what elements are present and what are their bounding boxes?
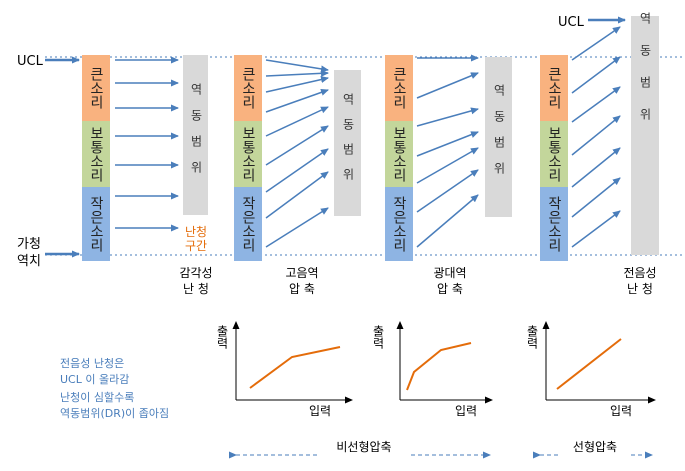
nonlinear-label: 비선형압축 bbox=[336, 440, 391, 454]
loud-label: 큰소리 bbox=[240, 67, 256, 109]
normal-segment bbox=[540, 121, 568, 187]
normal-segment bbox=[385, 121, 413, 187]
mapping-arrow bbox=[571, 56, 621, 94]
y-axis-label: 출력 bbox=[525, 325, 539, 349]
io-curve bbox=[249, 346, 341, 389]
ucl-label-right: UCL bbox=[558, 15, 585, 30]
mapping-arrow bbox=[571, 147, 621, 188]
soft-label: 작은소리 bbox=[546, 196, 562, 252]
panel-caption-line1: 전음성 bbox=[623, 266, 656, 280]
mapping-arrow bbox=[265, 171, 329, 219]
mapping-arrow bbox=[571, 177, 621, 218]
loud-label: 큰소리 bbox=[88, 67, 104, 109]
loud-label: 큰소리 bbox=[391, 67, 407, 109]
normal-label: 보통소리 bbox=[88, 126, 104, 182]
y-axis-label: 출력 bbox=[371, 325, 385, 349]
linear-label: 선형압축 bbox=[573, 440, 617, 454]
io-curve bbox=[406, 342, 472, 391]
panel-wide-compression: 큰소리 보통소리 작은소리 역동범위 광대역 압 축 bbox=[385, 54, 512, 296]
mapping-arrow bbox=[416, 147, 479, 184]
ucl-label-left: UCL bbox=[17, 54, 44, 69]
loud-segment bbox=[540, 55, 568, 121]
x-axis-label: 입력 bbox=[610, 404, 632, 418]
panel-caption-line2: 압 축 bbox=[437, 282, 463, 296]
normal-label: 보통소리 bbox=[391, 126, 407, 182]
panel-high-compression: 큰소리 보통소리 작은소리 역동범위 고음역 압 축 bbox=[234, 55, 361, 296]
threshold-label-line2: 역치 bbox=[17, 254, 41, 269]
io-curve bbox=[556, 338, 622, 390]
panel-caption-line1: 고음역 bbox=[285, 266, 318, 280]
panel-caption-line2: 난 청 bbox=[627, 282, 653, 296]
loud-segment bbox=[82, 55, 110, 121]
normal-label: 보통소리 bbox=[240, 126, 256, 182]
graph-nonlinear-2: 출력 입력 bbox=[371, 321, 493, 418]
dynamic-range-box bbox=[631, 16, 659, 255]
soft-segment bbox=[234, 187, 262, 261]
panel-caption-line2: 압 축 bbox=[289, 282, 315, 296]
mapping-arrow bbox=[265, 89, 329, 113]
loud-segment bbox=[385, 55, 413, 121]
mapping-arrow bbox=[265, 125, 329, 166]
mapping-arrow bbox=[265, 69, 329, 77]
mapping-arrow bbox=[416, 131, 479, 157]
panel-conductive: 큰소리 보통소리 작은소리 역동범위 전음성 난 청 bbox=[540, 12, 659, 296]
mapping-arrow bbox=[265, 106, 329, 137]
mapping-arrow bbox=[416, 194, 479, 248]
graph-nonlinear-1: 출력 입력 bbox=[215, 321, 353, 418]
loud-label: 큰소리 bbox=[546, 67, 562, 109]
x-axis-label: 입력 bbox=[309, 404, 331, 418]
panel-caption-line1: 감각성 bbox=[179, 266, 212, 280]
mapping-arrow bbox=[571, 115, 621, 156]
mapping-arrow bbox=[265, 59, 329, 73]
dynamic-range-box bbox=[334, 70, 361, 216]
soft-segment bbox=[385, 187, 413, 261]
mapping-arrow bbox=[571, 210, 621, 248]
mapping-arrow bbox=[571, 26, 621, 61]
mapping-arrow bbox=[416, 72, 479, 99]
dynamic-range-label: 역동범위 bbox=[638, 12, 652, 140]
hearing-gap-line1: 난청 bbox=[185, 225, 207, 239]
mapping-arrow bbox=[571, 86, 621, 123]
panel-caption-line2: 난 청 bbox=[183, 282, 209, 296]
panel-caption-line1: 광대역 bbox=[433, 266, 466, 280]
soft-label: 작은소리 bbox=[391, 196, 407, 252]
y-axis-label: 출력 bbox=[215, 325, 229, 349]
mapping-arrow bbox=[265, 148, 329, 193]
mapping-arrow bbox=[265, 207, 329, 248]
normal-segment bbox=[234, 121, 262, 187]
soft-segment bbox=[540, 187, 568, 261]
soft-segment bbox=[82, 187, 110, 261]
soft-label: 작은소리 bbox=[240, 196, 256, 252]
mapping-arrow bbox=[265, 76, 329, 93]
note-line2: UCL 이 올라감 bbox=[60, 373, 129, 386]
dynamic-range-label: 역동범위 bbox=[492, 84, 506, 188]
x-axis-label: 입력 bbox=[455, 404, 477, 418]
normal-segment bbox=[82, 121, 110, 187]
note-line4: 역동범위(DR)이 좁아짐 bbox=[60, 407, 169, 420]
nonlinear-label-backdrop bbox=[320, 438, 408, 456]
threshold-label-line1: 가청 bbox=[17, 237, 41, 252]
dynamic-range-box bbox=[485, 57, 512, 217]
panel-sensory: 큰소리 보통소리 작은소리 역동범위 난청 구간 감각성 난 청 bbox=[82, 55, 213, 296]
loud-segment bbox=[234, 55, 262, 121]
hearing-gap-line2: 구간 bbox=[185, 239, 207, 253]
linear-label-backdrop bbox=[560, 438, 630, 456]
dynamic-range-label: 역동범위 bbox=[189, 83, 203, 187]
mapping-arrow bbox=[416, 169, 479, 213]
normal-label: 보통소리 bbox=[546, 126, 562, 182]
dynamic-range-label: 역동범위 bbox=[341, 93, 355, 193]
dynamic-range-box bbox=[183, 55, 208, 215]
mapping-arrow bbox=[416, 107, 479, 127]
graph-linear: 출력 입력 bbox=[525, 321, 656, 418]
soft-label: 작은소리 bbox=[88, 196, 104, 252]
note-line3: 난청이 심할수록 bbox=[60, 391, 134, 404]
note-line1: 전음성 난청은 bbox=[60, 357, 124, 370]
